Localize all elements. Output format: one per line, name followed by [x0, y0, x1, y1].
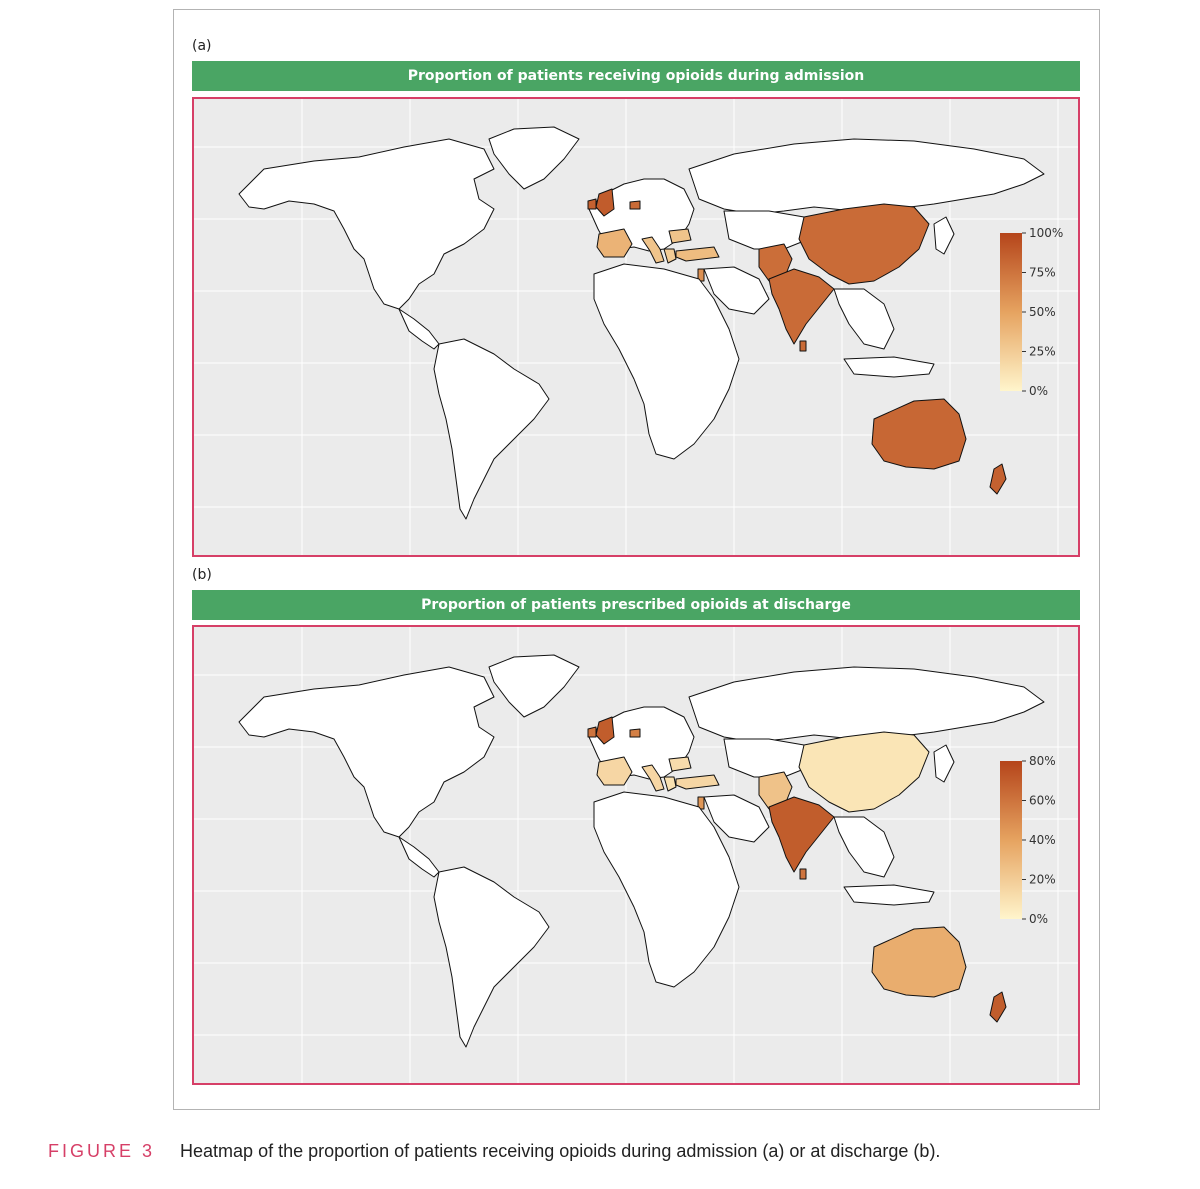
country-ireland	[587, 726, 597, 738]
country-southeast-asia	[833, 816, 895, 878]
legend-tick-label: 75%	[1029, 266, 1056, 280]
legend-tick-label: 0%	[1029, 384, 1048, 398]
legend-colorbar	[1000, 233, 1022, 391]
country-central-america	[398, 836, 440, 878]
country-greece	[663, 248, 677, 264]
country-australia	[871, 926, 967, 998]
country-sri-lanka	[799, 340, 807, 352]
country-russia	[688, 138, 1045, 215]
country-turkey	[675, 246, 720, 262]
country-spain	[596, 228, 633, 258]
country-romania	[668, 756, 692, 772]
country-africa	[593, 263, 740, 460]
country-israel	[697, 268, 705, 282]
country-africa	[593, 791, 740, 988]
country-south-america	[433, 338, 550, 520]
country-china	[798, 203, 930, 285]
country-greenland	[488, 126, 580, 190]
country-middle-east	[703, 266, 770, 315]
panel-b-label: (b)	[192, 567, 212, 583]
country-middle-east	[703, 794, 770, 843]
country-china	[798, 731, 930, 813]
caption-label: FIGURE 3	[48, 1141, 156, 1161]
country-japan	[933, 216, 955, 255]
country-new-zealand	[989, 463, 1007, 495]
country-central-asia	[723, 210, 810, 250]
world-map-svg: 100% 75% 50% 25% 0%	[194, 99, 1078, 555]
country-spain	[596, 756, 633, 786]
country-greece	[663, 776, 677, 792]
country-italy	[641, 764, 665, 792]
country-india	[768, 268, 835, 345]
legend-tick-label: 50%	[1029, 305, 1056, 319]
legend-tick-label: 60%	[1029, 794, 1056, 808]
legend-tick-label: 20%	[1029, 873, 1056, 887]
map-panel-a: 100% 75% 50% 25% 0%	[192, 97, 1080, 557]
caption-text: Heatmap of the proportion of patients re…	[180, 1141, 941, 1161]
country-ireland	[587, 198, 597, 210]
country-japan	[933, 744, 955, 783]
legend-colorbar	[1000, 761, 1022, 919]
country-israel	[697, 796, 705, 810]
country-greenland	[488, 654, 580, 718]
legend-tick-label: 0%	[1029, 912, 1048, 926]
country-central-asia	[723, 738, 810, 778]
country-netherlands	[629, 200, 641, 210]
legend-tick-label: 25%	[1029, 345, 1056, 359]
figure-caption: FIGURE 3 Heatmap of the proportion of pa…	[48, 1141, 1168, 1171]
country-south-america	[433, 866, 550, 1048]
panel-a-title: Proportion of patients receiving opioids…	[192, 61, 1080, 91]
country-netherlands	[629, 728, 641, 738]
panel-b-title: Proportion of patients prescribed opioid…	[192, 590, 1080, 620]
country-central-america	[398, 308, 440, 350]
country-southeast-asia	[833, 288, 895, 350]
country-indonesia	[843, 884, 935, 906]
legend-tick-label: 40%	[1029, 833, 1056, 847]
country-australia	[871, 398, 967, 470]
figure-frame	[173, 9, 1100, 1110]
country-turkey	[675, 774, 720, 790]
country-sri-lanka	[799, 868, 807, 880]
country-italy	[641, 236, 665, 264]
map-panel-b: 80% 60% 40% 20% 0%	[192, 625, 1080, 1085]
country-russia	[688, 666, 1045, 743]
country-north-america	[238, 666, 495, 838]
country-romania	[668, 228, 692, 244]
country-india	[768, 796, 835, 873]
country-north-america	[238, 138, 495, 310]
world-map-svg: 80% 60% 40% 20% 0%	[194, 627, 1078, 1083]
country-new-zealand	[989, 991, 1007, 1023]
legend-tick-label: 80%	[1029, 754, 1056, 768]
legend-tick-label: 100%	[1029, 226, 1063, 240]
panel-a-label: (a)	[192, 38, 212, 54]
country-indonesia	[843, 356, 935, 378]
